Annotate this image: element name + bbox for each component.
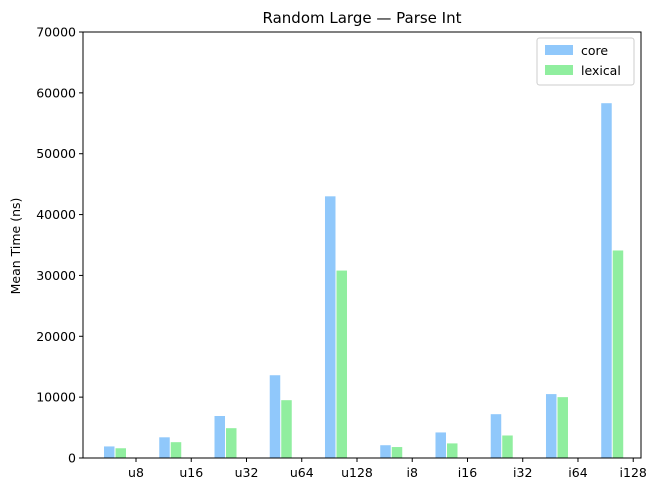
bar-lexical-i16 [446,443,458,458]
bar-core-i128 [601,103,612,459]
x-tick-label: i32 [513,465,532,480]
x-tick-label: u128 [341,465,373,480]
bar-lexical-u16 [170,442,182,458]
x-tick-label: i128 [620,465,647,480]
legend-swatch-lexical [545,65,573,75]
y-tick-label: 30000 [36,268,76,283]
bar-core-u16 [159,437,170,458]
bar-core-i16 [435,432,446,458]
bar-lexical-i8 [391,447,403,458]
bar-core-i64 [545,394,557,458]
bar-core-u8 [104,446,115,458]
bar-lexical-u128 [336,270,347,458]
plot-frame [82,31,642,459]
bar-core-i32 [490,414,502,458]
bar-core-u64 [269,375,281,458]
x-tick-label: u64 [290,465,314,480]
bars-group [104,103,624,459]
x-tick-label: i64 [568,465,587,480]
x-tick-label: u32 [235,465,259,480]
bar-lexical-i32 [502,435,513,458]
legend-swatch-core [545,45,573,55]
y-tick-label: 20000 [36,329,76,344]
x-tick-label: i16 [458,465,477,480]
legend-label-core: core [581,43,608,58]
bar-core-i8 [380,445,391,458]
y-tick-label: 0 [68,451,76,466]
bar-lexical-i64 [557,397,568,458]
bar-lexical-u32 [225,428,237,458]
bar-lexical-i128 [612,250,624,458]
legend-label-lexical: lexical [581,63,621,78]
x-axis-ticks: u8 u16 u32 u64 u128 i8 i16 i32 i64 i128 [128,458,647,480]
chart-title: Random Large — Parse Int [263,9,462,27]
legend: core lexical [536,37,635,86]
y-tick-label: 40000 [36,207,76,222]
y-tick-label: 60000 [36,85,76,100]
x-tick-label: u16 [179,465,203,480]
x-tick-label: i8 [407,465,418,480]
bar-core-u32 [214,416,225,458]
bar-lexical-u64 [281,400,292,458]
x-tick-label: u8 [128,465,144,480]
y-axis-ticks: 0 10000 20000 30000 40000 50000 60000 70000 [36,25,83,466]
y-tick-label: 10000 [36,390,76,405]
y-axis-label: Mean Time (ns) [8,198,23,295]
bar-lexical-u8 [115,448,126,458]
y-tick-label: 50000 [36,146,76,161]
bar-core-u128 [324,196,336,459]
y-tick-label: 70000 [36,25,76,40]
